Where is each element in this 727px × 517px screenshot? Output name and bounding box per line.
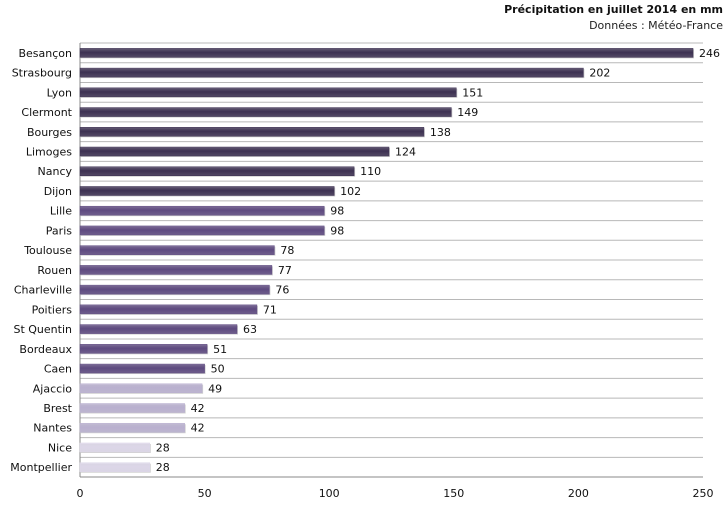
bar: [79, 383, 203, 394]
category-label: Lille: [50, 205, 72, 218]
category-label: Nancy: [38, 165, 73, 178]
x-tick-label: 100: [319, 487, 340, 500]
bar: [79, 344, 208, 354]
data-label: 51: [213, 343, 227, 356]
category-label: Limoges: [26, 146, 72, 159]
data-label: 151: [462, 86, 483, 99]
bar: [79, 107, 452, 117]
category-label: Caen: [44, 363, 72, 376]
data-label: 28: [156, 461, 170, 474]
bar: [79, 186, 335, 196]
category-label: St Quentin: [13, 323, 72, 336]
category-label: Clermont: [21, 106, 72, 119]
bar: [79, 146, 390, 157]
data-label: 50: [211, 363, 225, 376]
bar: [79, 127, 425, 137]
category-label: Ajaccio: [33, 382, 72, 395]
chart-subtitle: Données : Météo-France: [589, 19, 723, 32]
data-label: 76: [275, 284, 289, 297]
x-tick-label: 150: [443, 487, 464, 500]
data-label: 246: [699, 47, 720, 60]
bar: [79, 265, 273, 275]
bar: [79, 48, 694, 58]
data-label: 71: [263, 303, 277, 316]
category-label: Toulouse: [23, 244, 72, 257]
bar: [79, 284, 270, 295]
category-label: Poitiers: [32, 303, 73, 316]
chart-title: Précipitation en juillet 2014 en mm: [504, 3, 723, 16]
data-label: 124: [395, 146, 416, 159]
category-label: Nantes: [33, 422, 72, 435]
category-label: Dijon: [44, 185, 72, 198]
data-label: 102: [340, 185, 361, 198]
category-label: Brest: [43, 402, 72, 415]
data-label: 138: [430, 126, 451, 139]
data-label: 98: [330, 224, 344, 237]
bar: [79, 166, 355, 176]
data-label: 202: [589, 67, 610, 80]
category-label: Bordeaux: [19, 343, 72, 356]
category-label: Strasbourg: [12, 67, 72, 80]
data-label: 78: [280, 244, 294, 257]
category-label: Charleville: [14, 284, 72, 297]
bar: [79, 225, 325, 236]
bar: [79, 67, 584, 78]
category-label: Rouen: [37, 264, 72, 277]
category-label: Besançon: [18, 47, 72, 60]
data-label: 49: [208, 382, 222, 395]
category-label: Nice: [48, 441, 72, 454]
data-label: 42: [191, 422, 205, 435]
x-tick-label: 50: [198, 487, 212, 500]
x-tick-label: 0: [77, 487, 84, 500]
bar: [79, 324, 238, 334]
data-label: 149: [457, 106, 478, 119]
bar: [79, 304, 258, 315]
data-label: 42: [191, 402, 205, 415]
bar: [79, 205, 325, 216]
category-label: Montpellier: [10, 461, 72, 474]
category-label: Paris: [46, 224, 72, 237]
data-label: 110: [360, 165, 381, 178]
bar: [79, 87, 457, 98]
data-label: 98: [330, 205, 344, 218]
data-label: 63: [243, 323, 257, 336]
data-label: 28: [156, 441, 170, 454]
bar: [79, 363, 205, 374]
category-label: Bourges: [27, 126, 72, 139]
bar: [79, 442, 151, 453]
bar: [79, 245, 275, 255]
bar: [79, 403, 185, 413]
bar: [79, 422, 185, 433]
bar: [79, 462, 151, 472]
x-tick-label: 200: [568, 487, 589, 500]
data-label: 77: [278, 264, 292, 277]
category-label: Lyon: [47, 86, 72, 99]
x-tick-label: 250: [693, 487, 714, 500]
